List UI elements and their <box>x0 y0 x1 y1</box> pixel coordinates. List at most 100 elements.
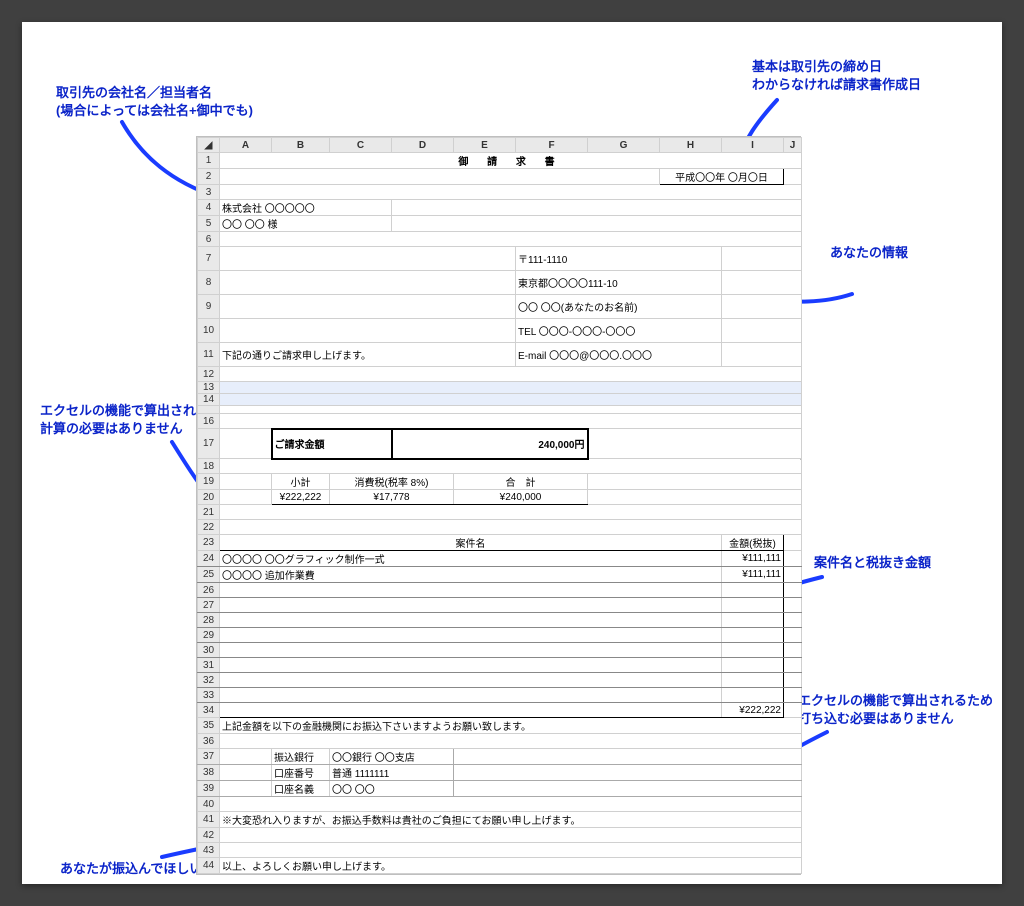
row-header[interactable]: 39 <box>198 781 220 797</box>
row-header[interactable]: 6 <box>198 232 220 247</box>
cell[interactable] <box>722 598 784 613</box>
cell-total-label[interactable]: ご請求金額 <box>272 429 392 459</box>
cell[interactable] <box>220 765 272 781</box>
cell[interactable] <box>220 703 722 718</box>
cell-sender-name[interactable]: 〇〇 〇〇(あなたのお名前) <box>516 295 722 319</box>
row-header[interactable]: 41 <box>198 812 220 828</box>
select-all-corner[interactable]: ◢ <box>198 138 220 153</box>
cell[interactable] <box>220 598 722 613</box>
row-header[interactable]: 2 <box>198 169 220 185</box>
cell[interactable] <box>220 459 802 474</box>
row-header[interactable]: 18 <box>198 459 220 474</box>
row-header[interactable]: 8 <box>198 271 220 295</box>
row-header[interactable]: 14 <box>198 394 220 406</box>
cell[interactable] <box>220 474 272 490</box>
cell[interactable] <box>454 749 802 765</box>
cell[interactable] <box>220 490 272 505</box>
row-header[interactable]: 13 <box>198 382 220 394</box>
cell[interactable] <box>784 628 802 643</box>
cell[interactable] <box>784 169 802 185</box>
cell[interactable] <box>220 295 516 319</box>
row-header[interactable]: 9 <box>198 295 220 319</box>
cell-sender-postal[interactable]: 〒111-1110 <box>516 247 722 271</box>
cell-acctname-val[interactable]: 〇〇 〇〇 <box>330 781 454 797</box>
cell[interactable] <box>722 295 802 319</box>
row-header[interactable]: 44 <box>198 858 220 874</box>
cell[interactable] <box>220 520 802 535</box>
cell[interactable] <box>220 628 722 643</box>
cell[interactable] <box>220 505 802 520</box>
col-header[interactable]: I <box>722 138 784 153</box>
row-header[interactable]: 29 <box>198 628 220 643</box>
row-header[interactable]: 5 <box>198 216 220 232</box>
row-header[interactable]: 24 <box>198 551 220 567</box>
cell[interactable] <box>220 843 802 858</box>
cell-item-amount[interactable]: ¥111,111 <box>722 567 784 583</box>
row-header[interactable]: 26 <box>198 583 220 598</box>
cell-acct-label[interactable]: 口座番号 <box>272 765 330 781</box>
cell[interactable] <box>220 658 722 673</box>
cell[interactable] <box>392 200 802 216</box>
row-header[interactable]: 28 <box>198 613 220 628</box>
cell[interactable] <box>722 673 784 688</box>
cell[interactable] <box>220 583 722 598</box>
row-header[interactable]: 22 <box>198 520 220 535</box>
cell[interactable] <box>220 749 272 765</box>
cell[interactable] <box>722 343 802 367</box>
cell[interactable] <box>220 232 802 247</box>
row-header[interactable]: 16 <box>198 414 220 429</box>
cell-fee-note[interactable]: ※大変恐れ入りますが、お振込手数料は貴社のご負担にてお願い申し上げます。 <box>220 812 802 828</box>
row-header[interactable]: 36 <box>198 734 220 749</box>
col-header[interactable]: G <box>588 138 660 153</box>
cell-items-sum[interactable]: ¥222,222 <box>722 703 784 718</box>
cell-subtotal-val[interactable]: ¥222,222 <box>272 490 330 505</box>
cell[interactable] <box>588 474 802 490</box>
cell[interactable] <box>220 429 272 459</box>
col-header[interactable]: H <box>660 138 722 153</box>
row-header[interactable] <box>198 406 220 414</box>
row-header[interactable]: 30 <box>198 643 220 658</box>
col-header[interactable]: F <box>516 138 588 153</box>
col-header[interactable]: E <box>454 138 516 153</box>
cell[interactable] <box>784 535 802 551</box>
cell-acct-val[interactable]: 普通 1111111 <box>330 765 454 781</box>
row-header[interactable]: 4 <box>198 200 220 216</box>
row-header[interactable]: 17 <box>198 429 220 459</box>
cell[interactable] <box>722 319 802 343</box>
cell-item-amount[interactable]: ¥111,111 <box>722 551 784 567</box>
cell[interactable] <box>220 673 722 688</box>
col-header[interactable]: J <box>784 138 802 153</box>
row-header[interactable]: 10 <box>198 319 220 343</box>
cell-date[interactable]: 平成〇〇年 〇月〇日 <box>660 169 784 185</box>
cell[interactable] <box>784 567 802 583</box>
cell[interactable] <box>722 628 784 643</box>
cell[interactable] <box>588 429 802 459</box>
cell-sender-tel[interactable]: TEL 〇〇〇-〇〇〇-〇〇〇 <box>516 319 722 343</box>
cell-item-name[interactable]: 〇〇〇〇 〇〇グラフィック制作一式 <box>220 551 722 567</box>
cell[interactable] <box>722 271 802 295</box>
row-header[interactable]: 37 <box>198 749 220 765</box>
cell-bank-val[interactable]: 〇〇銀行 〇〇支店 <box>330 749 454 765</box>
cell-bank-intro[interactable]: 上記金額を以下の金融機関にお振込下さいますようお願い致します。 <box>220 718 802 734</box>
cell[interactable] <box>220 382 802 394</box>
row-header[interactable]: 32 <box>198 673 220 688</box>
col-header[interactable]: A <box>220 138 272 153</box>
row-header[interactable]: 34 <box>198 703 220 718</box>
cell-grand-hdr[interactable]: 合 計 <box>454 474 588 490</box>
row-header[interactable]: 7 <box>198 247 220 271</box>
row-header[interactable]: 42 <box>198 828 220 843</box>
row-header[interactable]: 25 <box>198 567 220 583</box>
cell[interactable] <box>220 781 272 797</box>
cell[interactable] <box>220 169 660 185</box>
cell[interactable] <box>588 490 802 505</box>
cell[interactable] <box>220 271 516 295</box>
cell-acctname-label[interactable]: 口座名義 <box>272 781 330 797</box>
col-header[interactable]: B <box>272 138 330 153</box>
cell[interactable] <box>220 797 802 812</box>
cell-intro[interactable]: 下記の通りご請求申し上げます。 <box>220 343 516 367</box>
col-header[interactable]: C <box>330 138 392 153</box>
cell-client-company[interactable]: 株式会社 〇〇〇〇〇 <box>220 200 392 216</box>
row-header[interactable]: 11 <box>198 343 220 367</box>
cell-closing[interactable]: 以上、よろしくお願い申し上げます。 <box>220 858 802 874</box>
cell[interactable] <box>220 414 802 429</box>
